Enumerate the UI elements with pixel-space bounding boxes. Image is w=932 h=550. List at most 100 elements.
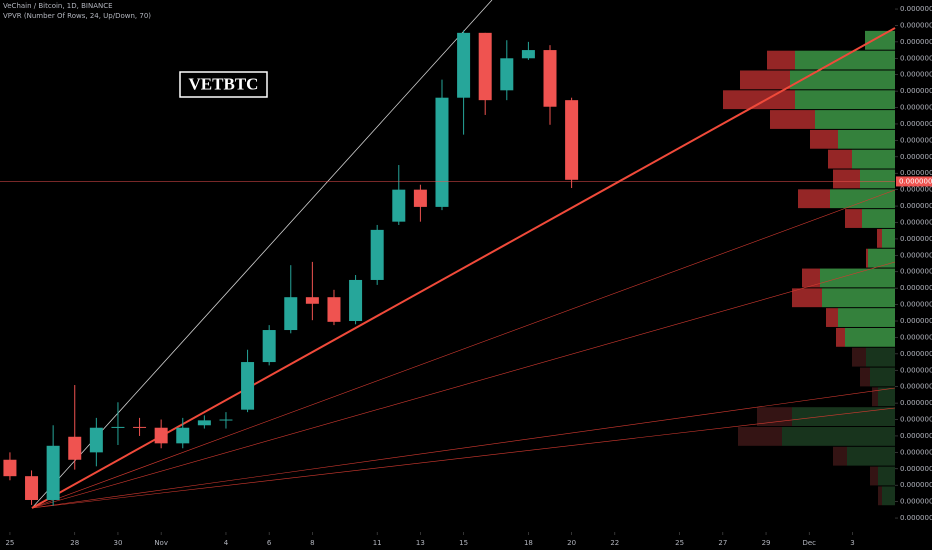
candle-body (197, 420, 211, 426)
y-tick-label: 0.00000074 (900, 186, 932, 194)
y-tick-label: 0.00000064 (900, 268, 932, 276)
x-tick-label: 30 (113, 539, 122, 547)
x-tick-label: 28 (70, 539, 79, 547)
profile-up (870, 367, 895, 387)
y-tick-label: 0.00000040 (900, 465, 932, 473)
candle-body (543, 50, 557, 107)
candle-body (305, 297, 319, 304)
candle-body (565, 100, 579, 180)
y-tick-label: 0.00000080 (900, 136, 932, 144)
profile-down (845, 209, 862, 228)
profile-up (845, 327, 895, 347)
x-tick-label: 20 (567, 539, 576, 547)
profile-up (866, 347, 895, 367)
y-tick-label: 0.00000060 (900, 301, 932, 309)
fan-line (31, 189, 896, 509)
y-tick-label: 0.00000084 (900, 104, 932, 112)
x-tick-label: 6 (267, 539, 272, 547)
candle-body (68, 436, 82, 460)
y-tick-label: 0.00000082 (900, 120, 932, 128)
candle-body (46, 445, 60, 500)
y-tick-label: 0.00000048 (900, 399, 932, 407)
x-tick-label: 11 (373, 539, 382, 547)
profile-up (852, 149, 895, 169)
profile-down (878, 486, 882, 506)
candle-body (3, 459, 17, 477)
y-tick-label: 0.00000054 (900, 350, 932, 358)
y-tick-label: 0.00000078 (900, 153, 932, 161)
profile-up (790, 70, 895, 90)
profile-up (795, 50, 895, 70)
candle-body (154, 427, 168, 444)
x-tick-label: 4 (224, 539, 229, 547)
candle-body (478, 32, 492, 101)
y-tick-label: 0.00000042 (900, 448, 932, 456)
candle-body (435, 97, 449, 207)
profile-down (852, 347, 866, 367)
profile-down (836, 327, 845, 347)
profile-down (826, 308, 838, 327)
profile-down (872, 387, 878, 407)
volume-profile (723, 30, 895, 506)
profile-up (822, 288, 895, 308)
y-tick-label: 0.00000072 (900, 202, 932, 210)
candle-body (413, 189, 427, 207)
y-tick-label: 0.00000092 (900, 38, 932, 46)
x-tick-label: 8 (310, 539, 314, 547)
y-tick-label: 0.00000076 (900, 169, 932, 177)
profile-up (860, 169, 895, 189)
profile-down (798, 189, 830, 209)
profile-down (770, 110, 815, 129)
candle-body (176, 427, 190, 444)
y-tick-label: 0.00000096 (900, 5, 932, 13)
profile-down (866, 248, 868, 268)
x-tick-label: 22 (610, 539, 619, 547)
x-tick-label: Dec (802, 539, 816, 547)
indicator-label: VPVR (Number Of Rows, 24, Up/Down, 70) (3, 12, 151, 20)
candle-body (219, 419, 233, 421)
profile-down (828, 149, 852, 169)
candle-body (457, 32, 471, 98)
symbol-box (179, 71, 268, 98)
profile-down (870, 466, 878, 486)
fan-lines (31, 0, 896, 509)
candle-body (392, 189, 406, 222)
fan-line (31, 387, 896, 509)
profile-down (757, 407, 792, 427)
last-price-label: 0.00000075 (899, 177, 932, 185)
y-tick-label: 0.00000086 (900, 87, 932, 95)
profile-up (878, 387, 895, 407)
profile-up (865, 30, 895, 50)
y-tick-label: 0.00000044 (900, 432, 932, 440)
last-price-box (896, 176, 932, 187)
profile-up (838, 308, 895, 327)
y-tick-label: 0.00000034 (900, 514, 932, 522)
candle-body (25, 476, 39, 500)
y-tick-label: 0.00000090 (900, 54, 932, 62)
x-tick-label: 29 (762, 539, 771, 547)
profile-up (838, 129, 895, 149)
y-tick-label: 0.00000046 (900, 416, 932, 424)
y-tick-label: 0.00000038 (900, 481, 932, 489)
profile-up (882, 228, 895, 248)
profile-down (802, 268, 820, 288)
y-tick-label: 0.00000088 (900, 71, 932, 79)
y-tick-label: 0.00000036 (900, 498, 932, 506)
fan-line (31, 407, 896, 509)
chart-title: VeChain / Bitcoin, 1D, BINANCE (3, 2, 113, 10)
profile-up (878, 466, 895, 486)
profile-up (792, 407, 895, 427)
profile-down (792, 288, 822, 308)
candle-body (89, 427, 103, 453)
profile-up (830, 189, 895, 209)
profile-down (833, 446, 847, 466)
y-tick-label: 0.00000058 (900, 317, 932, 325)
profile-up (782, 427, 895, 446)
profile-up (868, 248, 895, 268)
fan-line (31, 27, 896, 509)
y-tick-label: 0.00000062 (900, 284, 932, 292)
y-tick-label: 0.00000070 (900, 218, 932, 226)
x-tick-label: 18 (524, 539, 533, 547)
profile-up (815, 110, 895, 129)
